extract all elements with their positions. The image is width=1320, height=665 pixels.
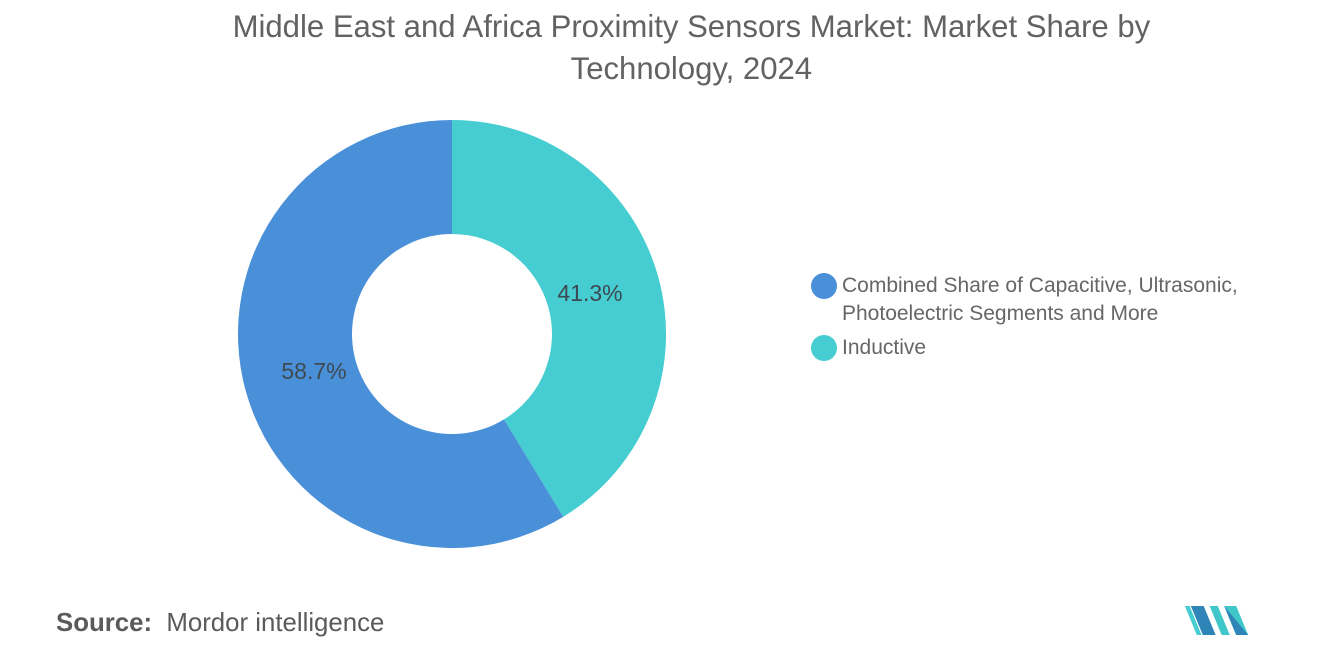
- svg-text:58.7%: 58.7%: [281, 358, 346, 384]
- svg-text:41.3%: 41.3%: [557, 280, 622, 306]
